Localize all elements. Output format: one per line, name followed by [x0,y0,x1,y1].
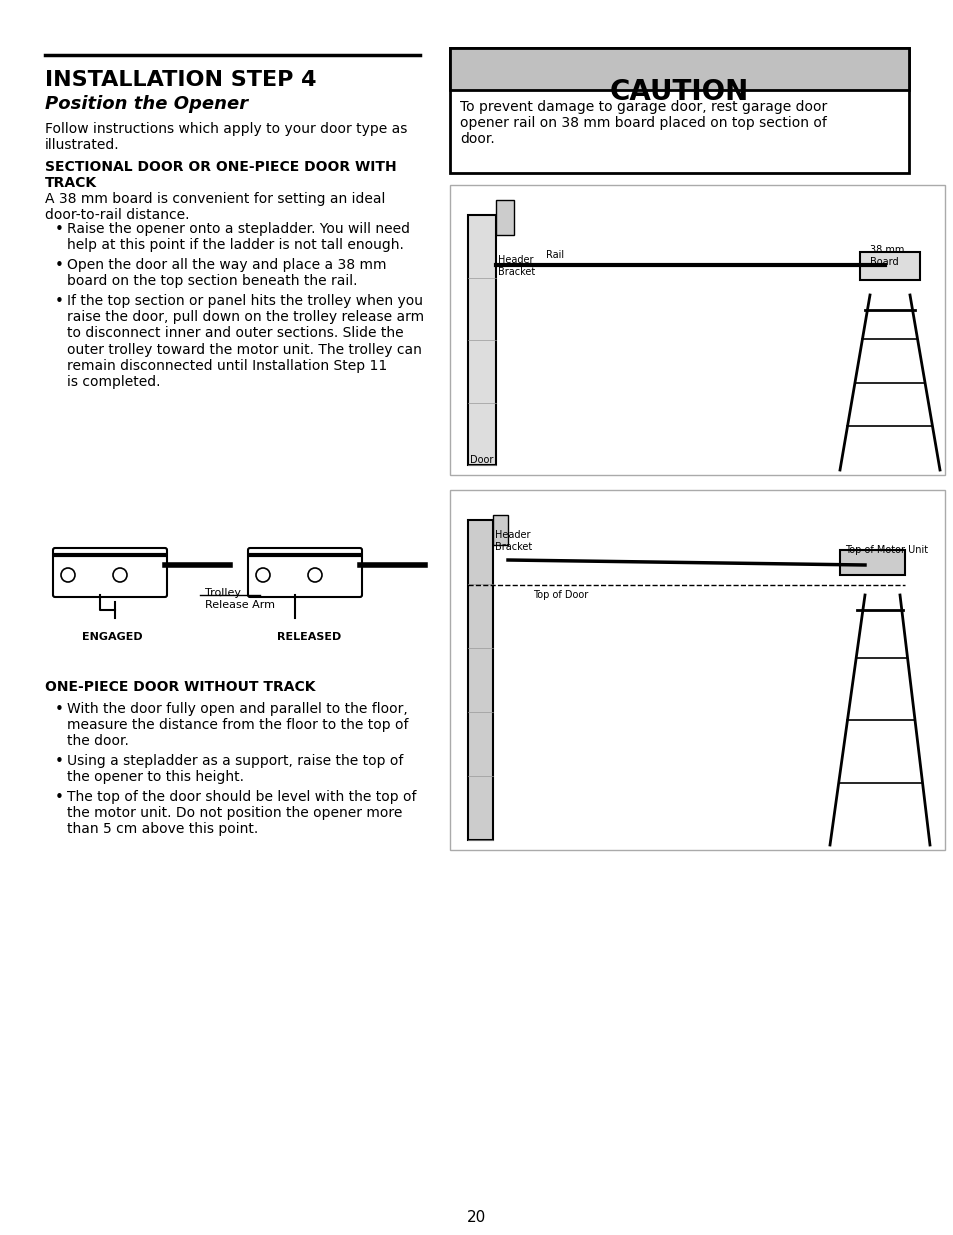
Text: ENGAGED: ENGAGED [82,632,143,642]
Text: Rail: Rail [545,249,563,261]
Text: CAUTION: CAUTION [609,78,748,106]
Bar [496,200,514,235]
Text: Header
Bracket: Header Bracket [497,254,535,277]
Bar [450,48,908,90]
Text: Trolley
Release Arm: Trolley Release Arm [205,588,274,610]
Text: Open the door all the way and place a 38 mm
board on the top section beneath the: Open the door all the way and place a 38… [67,258,386,288]
FancyBboxPatch shape [248,548,361,597]
Text: Top of Motor Unit: Top of Motor Unit [844,545,927,555]
Bar [840,550,904,576]
Text: 20: 20 [467,1210,486,1225]
Circle shape [61,568,75,582]
Text: Header
Bracket: Header Bracket [495,530,532,552]
Text: •: • [55,258,64,273]
Text: With the door fully open and parallel to the floor,
measure the distance from th: With the door fully open and parallel to… [67,701,408,748]
Bar [450,48,908,90]
Text: Door: Door [470,454,493,466]
Bar [493,515,507,545]
Text: Raise the opener onto a stepladder. You will need
help at this point if the ladd: Raise the opener onto a stepladder. You … [67,222,410,252]
Text: •: • [55,790,64,805]
Text: If the top section or panel hits the trolley when you
raise the door, pull down : If the top section or panel hits the tro… [67,294,424,389]
Circle shape [308,568,322,582]
Text: •: • [55,701,64,718]
Bar [450,48,908,173]
Text: Using a stepladder as a support, raise the top of
the opener to this height.: Using a stepladder as a support, raise t… [67,755,403,784]
Text: •: • [55,755,64,769]
Text: The top of the door should be level with the top of
the motor unit. Do not posit: The top of the door should be level with… [67,790,416,836]
Text: •: • [55,222,64,237]
Bar [468,520,493,840]
Text: SECTIONAL DOOR OR ONE-PIECE DOOR WITH
TRACK: SECTIONAL DOOR OR ONE-PIECE DOOR WITH TR… [45,161,396,190]
Text: ONE-PIECE DOOR WITHOUT TRACK: ONE-PIECE DOOR WITHOUT TRACK [45,680,315,694]
Bar [450,185,944,475]
Bar [859,252,919,280]
Text: To prevent damage to garage door, rest garage door
opener rail on 38 mm board pl: To prevent damage to garage door, rest g… [459,100,826,147]
Text: Top of Door: Top of Door [533,590,588,600]
Text: A 38 mm board is convenient for setting an ideal
door-to-rail distance.: A 38 mm board is convenient for setting … [45,191,385,222]
Circle shape [112,568,127,582]
Bar [450,490,944,850]
Circle shape [255,568,270,582]
Text: RELEASED: RELEASED [276,632,341,642]
Text: Follow instructions which apply to your door type as
illustrated.: Follow instructions which apply to your … [45,122,407,152]
Text: 38 mm
Board: 38 mm Board [869,245,903,267]
Bar [468,215,496,466]
FancyBboxPatch shape [53,548,167,597]
Text: •: • [55,294,64,309]
Text: Position the Opener: Position the Opener [45,95,248,112]
Text: INSTALLATION STEP 4: INSTALLATION STEP 4 [45,70,316,90]
